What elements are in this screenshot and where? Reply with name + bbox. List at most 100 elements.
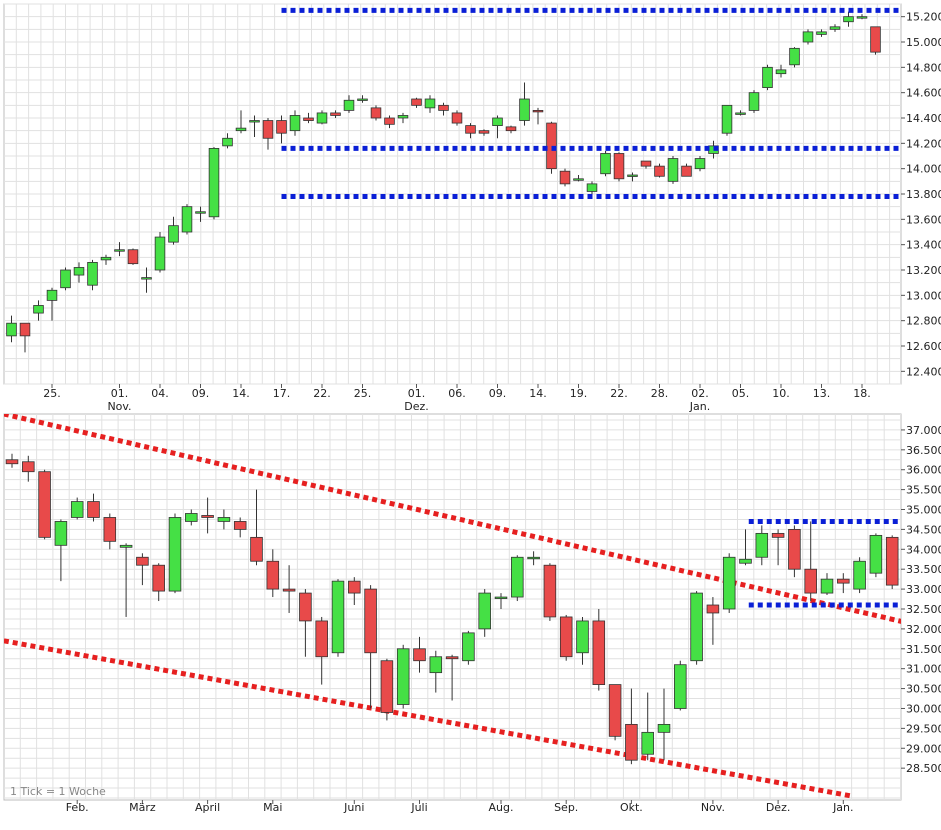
candle-body [384, 117, 395, 125]
candle [208, 147, 220, 220]
candle [748, 90, 760, 113]
candle [54, 519, 68, 582]
candle [706, 597, 720, 645]
candle [608, 684, 622, 741]
candle [462, 630, 475, 665]
candle-body [331, 580, 345, 654]
x-tick-label: 17. [273, 387, 291, 400]
x-tick-label: 25. [43, 387, 61, 400]
candle [233, 517, 247, 538]
y-tick-label: 29.000 [906, 742, 941, 755]
candle-body [627, 174, 638, 177]
candle [195, 206, 206, 222]
y-tick-label: 14.600 [906, 87, 941, 100]
candle-body [870, 26, 881, 53]
candle-body [681, 165, 692, 177]
x-tick-label: Dez. [766, 801, 791, 814]
candle [804, 521, 817, 602]
candle [721, 104, 733, 136]
candle [613, 152, 625, 182]
y-tick-label: 36.000 [906, 464, 941, 477]
candle [885, 535, 899, 590]
candle [70, 497, 84, 520]
candle [136, 553, 149, 586]
candle [103, 513, 117, 550]
candle-body [303, 117, 314, 121]
candle [820, 573, 834, 596]
candle [19, 322, 31, 353]
candle [816, 29, 827, 37]
candle [370, 105, 382, 121]
candle [114, 242, 125, 257]
y-tick-label: 12.400 [906, 365, 941, 378]
candle [289, 110, 301, 136]
y-tick-label: 31.500 [906, 643, 941, 656]
candle-body [396, 648, 410, 705]
candle [397, 112, 409, 124]
candle [38, 469, 51, 540]
candle [299, 589, 312, 657]
candle [424, 95, 436, 113]
candle [331, 579, 345, 657]
candle [592, 608, 606, 691]
candle-body [853, 560, 866, 590]
candle-body [739, 558, 752, 564]
candle-body [114, 249, 125, 252]
candle-body [299, 592, 312, 622]
candle [694, 156, 706, 172]
y-tick-label: 33.000 [906, 583, 941, 596]
candle [222, 133, 233, 149]
candle-body [451, 112, 463, 124]
candle-body [152, 564, 165, 592]
candle-body [462, 632, 475, 662]
candle-body [735, 112, 746, 115]
x-tick-sublabel: Nov. [107, 400, 131, 413]
candle [739, 529, 752, 566]
candle-body [282, 588, 296, 592]
candle [429, 650, 443, 693]
candle [586, 181, 598, 194]
candle-body [721, 104, 733, 134]
candle [829, 24, 841, 32]
candle-body [208, 147, 220, 218]
candle-body [573, 178, 584, 181]
y-tick-label: 34.500 [906, 523, 941, 536]
candle-body [262, 120, 274, 139]
candle-body [73, 267, 85, 276]
candle [185, 509, 198, 526]
candle-body [559, 616, 573, 658]
candle [22, 455, 35, 482]
candle [573, 175, 584, 182]
candle-body [789, 47, 800, 66]
candle [303, 112, 314, 124]
candle-body [46, 289, 58, 301]
candle-body [519, 98, 530, 121]
candle-body [343, 99, 355, 111]
candle-body [492, 117, 503, 126]
candle [5, 453, 19, 468]
candle [364, 585, 377, 709]
y-tick-label: 12.600 [906, 340, 941, 353]
candle [152, 563, 165, 602]
candle [722, 553, 736, 613]
candle-body [411, 98, 422, 106]
candle-body [608, 684, 622, 737]
candle [201, 497, 214, 534]
y-tick-label: 30.000 [906, 702, 941, 715]
candle [853, 557, 866, 594]
candle [667, 156, 679, 184]
candle-body [837, 578, 850, 584]
candle-body [667, 158, 679, 182]
candle [559, 614, 573, 661]
candle-body [559, 170, 571, 185]
candle [181, 204, 193, 235]
candle [519, 82, 530, 126]
y-tick-label: 14.400 [906, 112, 941, 125]
x-tick-label: 14. [232, 387, 250, 400]
candle-body [233, 521, 247, 530]
y-tick-label: 35.500 [906, 484, 941, 497]
candle-body [527, 556, 540, 560]
y-tick-label: 15.200 [906, 11, 941, 24]
candle-body [592, 620, 606, 685]
